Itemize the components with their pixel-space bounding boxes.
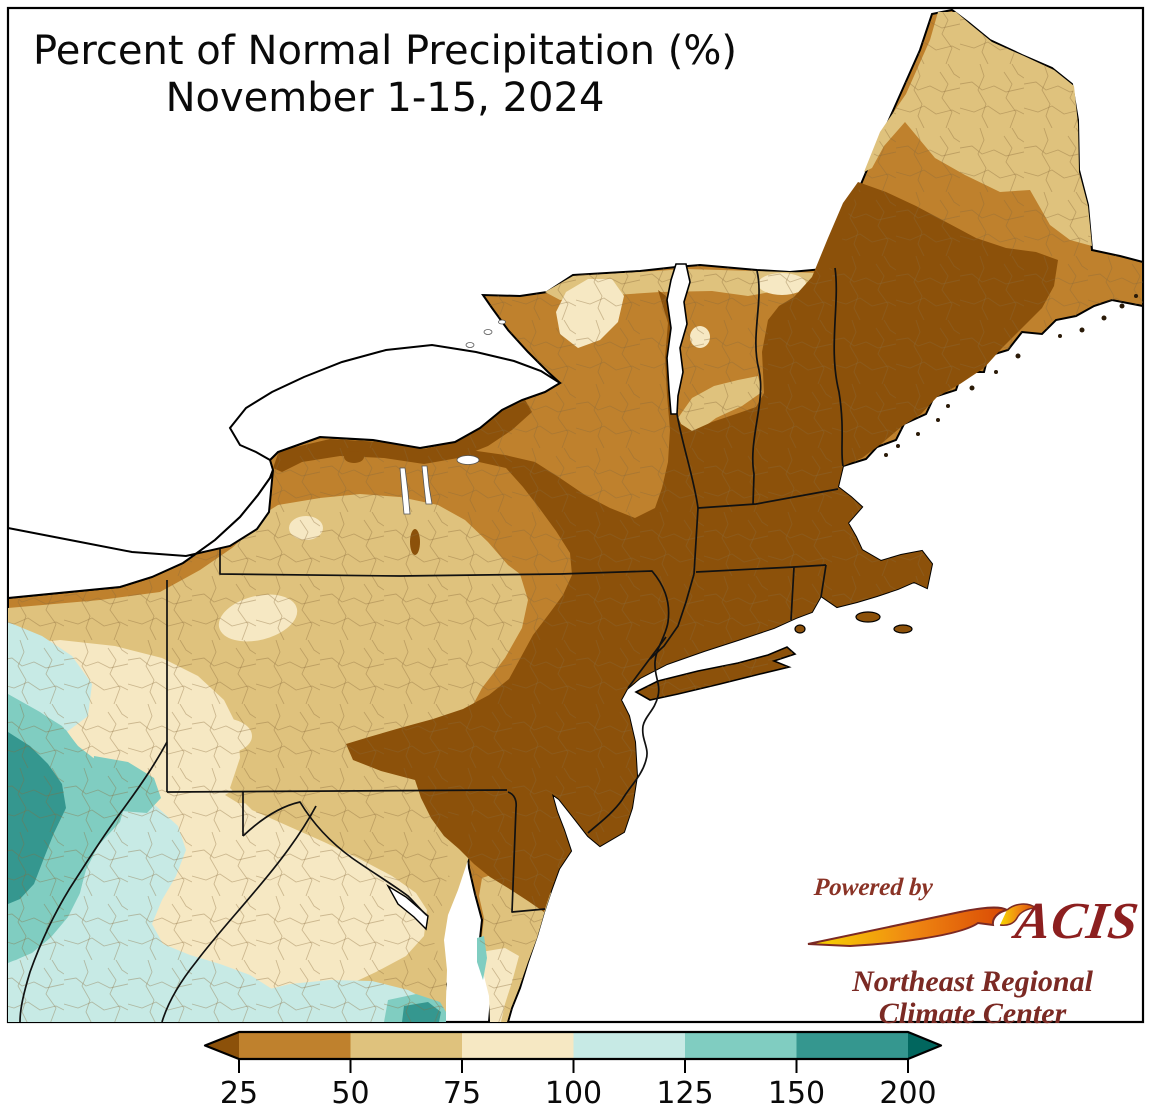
tick-label-200: 200 [879,1076,936,1111]
org-name-line1: Northeast Regional [852,965,1093,998]
tick-label-75: 75 [443,1076,481,1111]
colorbar: 25 50 75 100 125 150 200 [203,1030,943,1111]
colorbar-under-arrow [205,1032,239,1059]
tick-label-125: 125 [656,1076,713,1111]
lakes [7,263,691,600]
org-name-line2: Climate Center [878,996,1067,1030]
map-title-line2: November 1-15, 2024 [165,75,605,122]
map-title: Percent of Normal Precipitation (%) Nove… [30,28,740,122]
colorbar-over-arrow [908,1032,941,1059]
map-title-line1: Percent of Normal Precipitation (%) [33,28,737,74]
tick-label-150: 150 [768,1076,825,1111]
lake-erie [7,469,274,600]
state-borders [19,267,844,1023]
acis-swoosh-icon [807,903,1039,948]
lake-ontario [228,343,562,462]
colorbar-tick-labels: 25 50 75 100 125 150 200 [220,1076,937,1111]
colorbar-ticks [238,1059,909,1073]
small-lakes [399,319,506,515]
maine-islands [884,294,1138,457]
lake-champlain [666,263,691,415]
acis-wordmark: ACIS [1012,893,1144,950]
tick-label-100: 100 [545,1076,602,1111]
coastal-islands [794,611,913,634]
tick-label-50: 50 [331,1076,369,1111]
acis-logo: Powered by ACIS Northeast Regional Clima… [800,874,1145,1030]
potomac-inlet [386,884,429,931]
tick-label-25: 25 [220,1076,258,1111]
